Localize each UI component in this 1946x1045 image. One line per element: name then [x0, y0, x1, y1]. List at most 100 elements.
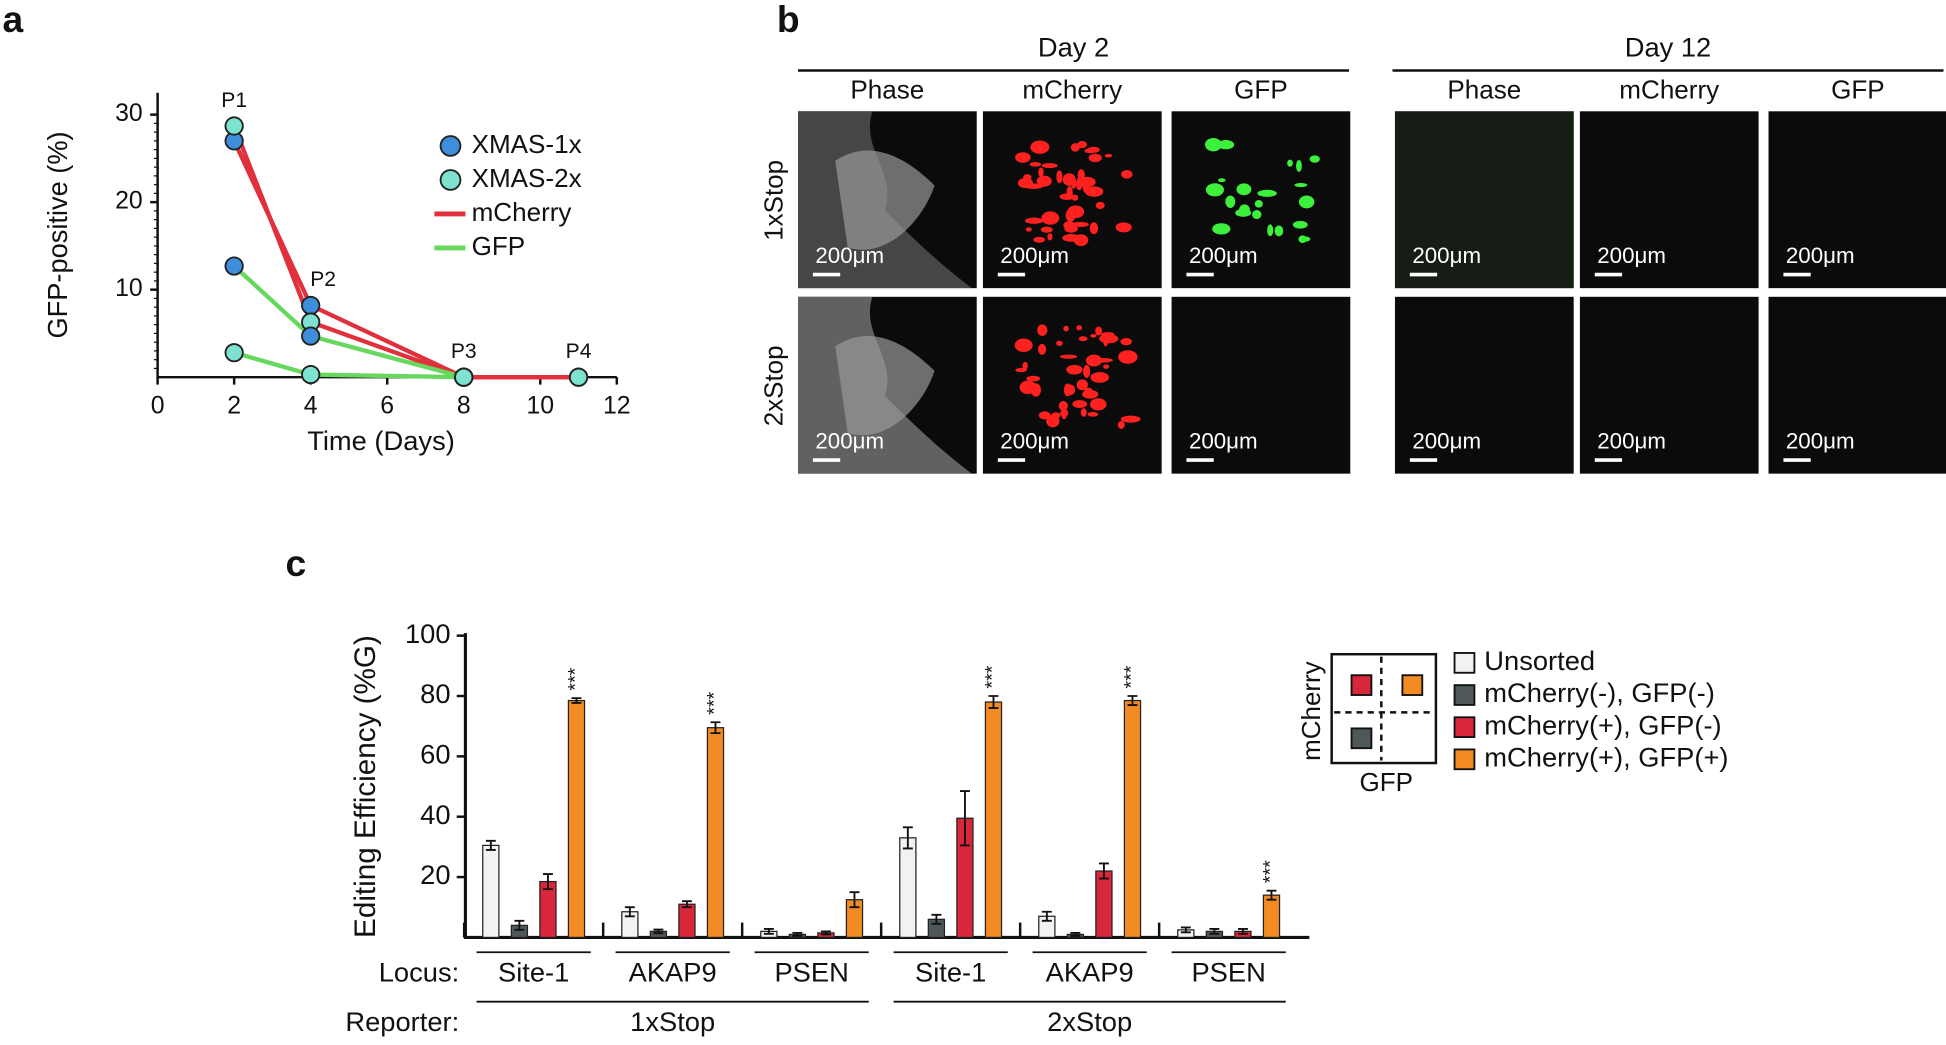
- micrograph-signal: [1067, 205, 1085, 219]
- micrograph-signal: [1087, 411, 1099, 417]
- scale-bar-label: 200μm: [1412, 243, 1481, 268]
- micrograph-signal: [1095, 201, 1105, 210]
- micrograph-signal: [1218, 178, 1226, 183]
- channel-title: Phase: [1447, 74, 1521, 104]
- y-tick-label: 20: [115, 188, 143, 215]
- micrograph-signal: [1115, 222, 1132, 233]
- annotation: P2: [310, 268, 336, 291]
- x-tick-label: 12: [603, 392, 631, 419]
- micrograph-signal: [1217, 140, 1235, 150]
- micrograph-signal: [1120, 415, 1141, 423]
- x-tick-label: Site-1: [915, 957, 986, 988]
- legend-label: mCherry(+), GFP(-): [1484, 709, 1721, 740]
- legend-schematic-gate: [1334, 656, 1434, 761]
- micrograph-signal: [1267, 224, 1274, 237]
- group-label: 2xStop: [1047, 1006, 1132, 1037]
- point: [301, 295, 321, 316]
- scale-bar-label: 200μm: [1000, 429, 1069, 454]
- panel-label: a: [2, 0, 23, 40]
- micrograph: [1768, 111, 1946, 289]
- error-bar: [624, 906, 635, 918]
- bar: [1123, 699, 1142, 939]
- scale-bar-label: 200μm: [815, 243, 884, 268]
- micrograph: [1768, 296, 1946, 474]
- x-tick-label: PSEN: [1191, 957, 1265, 988]
- group-title: Reporter:: [345, 1006, 459, 1037]
- micrograph-phase: [1394, 111, 1574, 289]
- micrograph-signal: [1118, 350, 1138, 364]
- micrograph-signal: [1239, 204, 1250, 216]
- micrograph-signal: [1088, 153, 1102, 163]
- point: [224, 343, 244, 363]
- x-tick-label: 2: [227, 392, 241, 419]
- error-bar: [681, 900, 692, 909]
- legend-schematic: [1330, 652, 1438, 765]
- micrograph: [1171, 111, 1351, 289]
- micrograph-signal: [1030, 383, 1041, 397]
- y-tick-label: 30: [115, 100, 143, 127]
- micrograph-signal: [1041, 163, 1058, 169]
- error-bar: [820, 930, 831, 936]
- significance: ***: [1121, 665, 1143, 688]
- micrograph-signal: [1059, 354, 1078, 359]
- error-bar: [1127, 695, 1138, 706]
- scale-bar-label: 200μm: [1786, 243, 1855, 268]
- micrograph-signal: [1036, 175, 1052, 187]
- micrograph-signal: [1056, 340, 1063, 346]
- micrograph-signal: [1064, 224, 1078, 233]
- micrograph-signal: [1089, 398, 1107, 411]
- micrograph-signal: [1095, 326, 1103, 336]
- micrograph-signal: [1029, 162, 1042, 167]
- bar: [984, 701, 1003, 939]
- panel-label: b: [777, 0, 800, 40]
- error-bar: [1070, 931, 1081, 937]
- micrograph-signal: [1076, 379, 1088, 391]
- micrograph-signal: [1063, 383, 1072, 397]
- group-label: 1xStop: [630, 1006, 715, 1037]
- micrograph-signal: [1205, 183, 1224, 197]
- error-bar: [792, 931, 803, 937]
- y-tick-label: 20: [420, 859, 450, 890]
- micrograph-signal: [1236, 183, 1252, 196]
- day-title: Day 12: [1625, 32, 1711, 63]
- micrograph-signal: [1041, 211, 1060, 225]
- micrograph-signal: [1062, 173, 1076, 186]
- legend-schematic-swatch: [1350, 727, 1373, 750]
- micrograph: [1579, 296, 1759, 474]
- legend-swatch: [1453, 684, 1476, 706]
- x-tick-label: 0: [151, 392, 165, 419]
- error-bar: [1209, 928, 1220, 935]
- micrograph-signal: [1022, 361, 1028, 370]
- micrograph-signal: [1252, 209, 1262, 220]
- point: [301, 364, 321, 385]
- micrograph-signal: [1024, 217, 1044, 224]
- micrograph-signal: [1090, 372, 1110, 383]
- micrograph-signal: [1075, 177, 1083, 191]
- micrograph-signal: [1058, 401, 1068, 411]
- micrograph-signal: [1080, 408, 1087, 417]
- error-bar: [1180, 926, 1191, 934]
- significance: ***: [982, 665, 1004, 688]
- micrograph-signal: [1038, 167, 1044, 178]
- micrograph-signal: [1225, 195, 1236, 208]
- micrograph-signal: [1294, 182, 1308, 188]
- point: [301, 326, 321, 346]
- error-bar: [902, 826, 913, 850]
- axis-line: [463, 633, 1310, 939]
- error-bar: [653, 928, 664, 935]
- micrograph-signal: [1017, 177, 1034, 189]
- micrograph-signal: [1257, 189, 1277, 197]
- error-bar: [485, 839, 496, 851]
- micrograph: [1394, 296, 1574, 474]
- legend-label: mCherry(+), GFP(+): [1484, 742, 1728, 773]
- micrograph: [1579, 111, 1759, 289]
- error-bar: [571, 697, 582, 704]
- micrograph-signal: [1078, 336, 1088, 342]
- legend-label: mCherry(-), GFP(-): [1484, 677, 1714, 708]
- micrograph-signal: [1046, 414, 1053, 426]
- micrograph-signal: [1287, 159, 1293, 167]
- micrograph-signal: [1051, 412, 1061, 419]
- error-bar: [959, 790, 970, 847]
- micrograph-signal: [1121, 170, 1133, 179]
- row-label: 2xStop: [759, 345, 789, 426]
